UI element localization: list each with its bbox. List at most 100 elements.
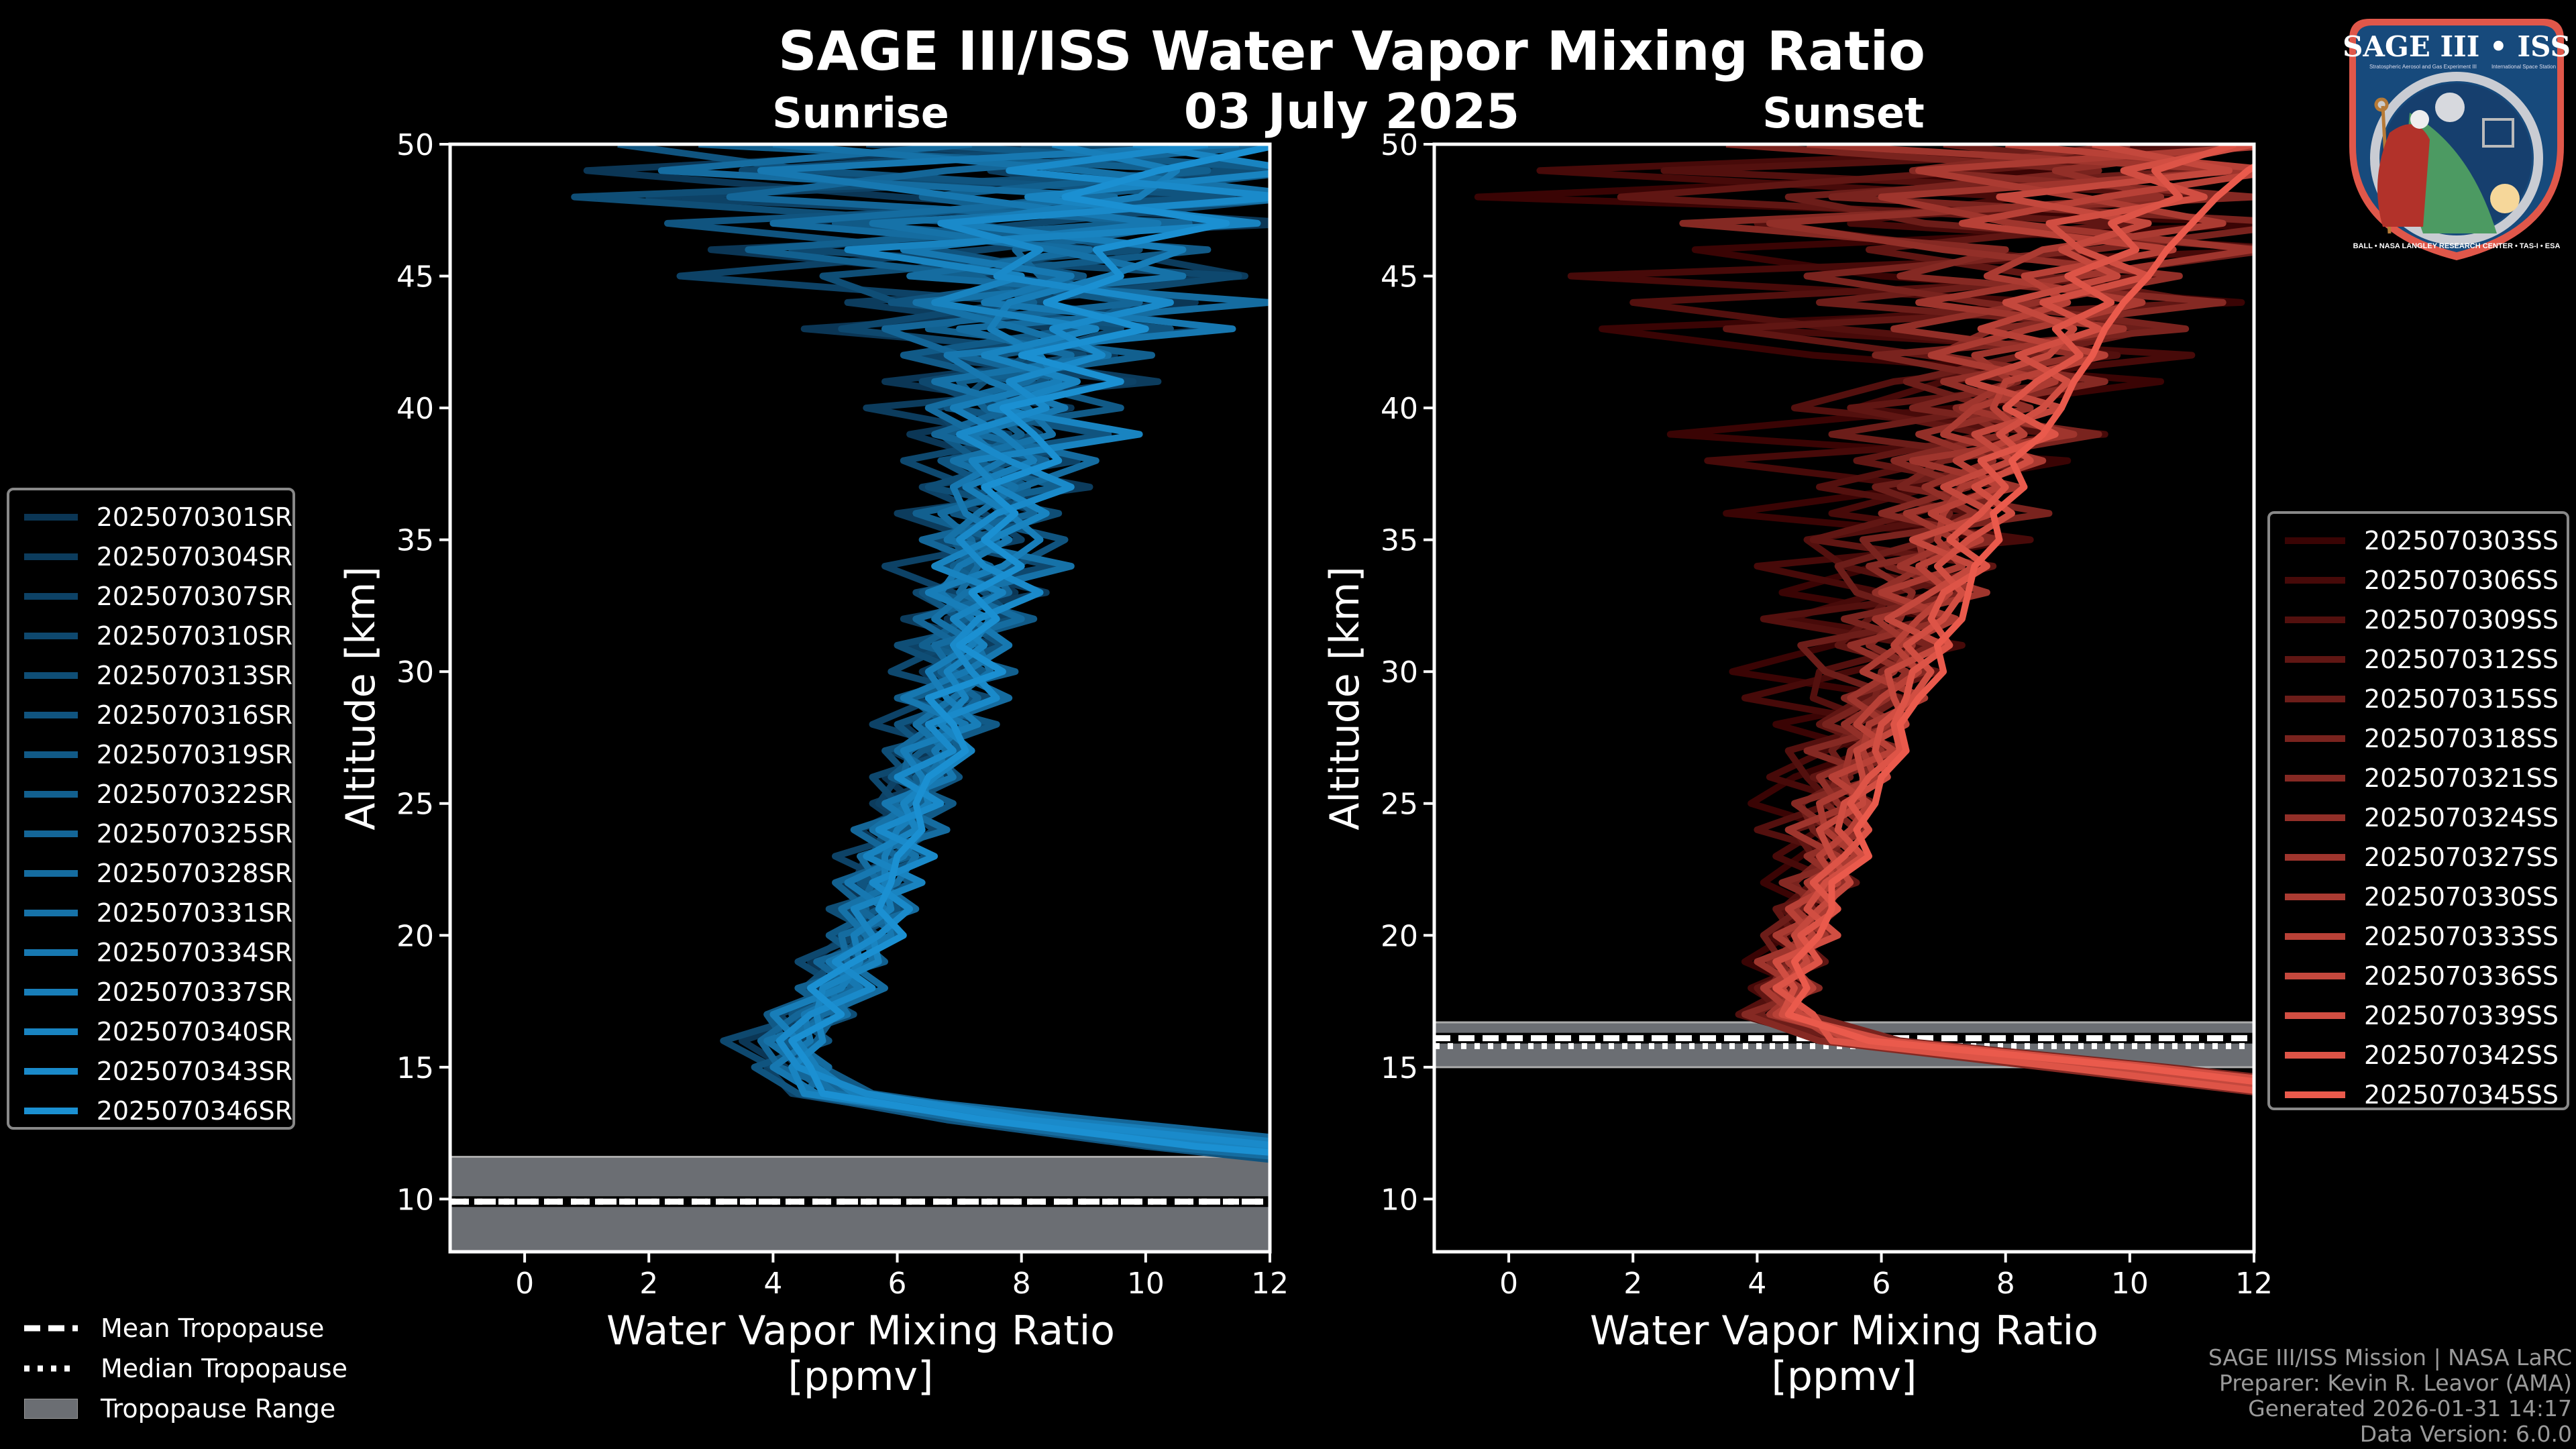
x-tick-label: 10 [1127,1267,1165,1301]
sunset-ylabel: Altitude [km] [1322,566,1368,830]
legend-item: 2025070328SR [9,853,292,893]
legend-mean-tropopause: Mean Tropopause [24,1308,347,1348]
sunset-xlabel: Water Vapor Mixing Ratio [1590,1307,2098,1354]
legend-swatch [24,513,78,521]
profile-line-2025070342SS [1772,144,2254,1094]
legend-swatch [24,592,78,600]
legend-item: 2025070309SS [2270,600,2567,639]
sunset-legend: 2025070303SS 2025070306SS 2025070309SS 2025… [2267,511,2569,1110]
legend-item: 2025070346SR [9,1091,292,1130]
y-tick-label: 25 [396,788,434,822]
profile-line-2025070346SR [788,144,1270,1156]
profile-line-2025070336SS [1778,144,2254,1091]
legend-swatch [24,949,78,956]
legend-label: 2025070334SR [96,937,292,967]
gray-patch-icon [24,1399,78,1419]
legend-label: Mean Tropopause [101,1313,325,1343]
legend-item: 2025070307SR [9,576,292,616]
legend-item: 2025070324SS [2270,798,2567,837]
legend-tropopause-range: Tropopause Range [24,1389,347,1429]
legend-label: 2025070321SS [2364,763,2559,793]
footer-credits: SAGE III/ISS Mission | NASA LaRC Prepare… [2208,1345,2572,1447]
legend-swatch [24,1067,78,1075]
legend-swatch [24,790,78,798]
legend-item: 2025070330SS [2270,877,2567,916]
sunset-subtitle: Sunset [1762,89,1925,138]
legend-item: 2025070336SS [2270,956,2567,996]
x-tick-label: 0 [1499,1267,1518,1301]
sunset-plot: 0 2 4 6 8 10 12 10 15 20 25 30 35 40 45 50 [1381,128,2273,1301]
legend-label: 2025070307SR [96,581,292,611]
legend-item: 2025070318SS [2270,718,2567,758]
legend-item: 2025070306SS [2270,560,2567,600]
x-tick-label: 4 [1748,1267,1766,1301]
x-tick-label: 12 [1251,1267,1289,1301]
legend-label: 2025070309SS [2364,604,2559,635]
legend-swatch [2285,576,2345,584]
sunrise-xlabel: Water Vapor Mixing Ratio [606,1307,1115,1354]
legend-label: 2025070327SS [2364,842,2559,872]
legend-item: 2025070327SS [2270,837,2567,877]
y-tick-label: 45 [396,260,434,294]
x-tick-label: 4 [763,1267,782,1301]
legend-item: 2025070340SR [9,1012,292,1051]
legend-swatch [2285,893,2345,900]
legend-item: 2025070315SS [2270,679,2567,718]
profile-line-2025070345SS [1784,162,2254,1085]
y-tick-label: 10 [1381,1183,1418,1217]
legend-label: 2025070345SS [2364,1079,2559,1110]
legend-median-tropopause: Median Tropopause [24,1348,347,1389]
legend-item: 2025070319SR [9,735,292,774]
legend-label: 2025070343SR [96,1056,292,1086]
legend-label: 2025070303SS [2364,525,2559,555]
sunrise-legend: 2025070301SR 2025070304SR 2025070307SR 2025… [7,488,295,1130]
legend-item: 2025070331SR [9,893,292,932]
y-tick-label: 35 [396,524,434,558]
x-tick-label: 2 [639,1267,658,1301]
legend-item: 2025070304SR [9,537,292,576]
legend-item: 2025070342SS [2270,1035,2567,1075]
x-tick-label: 8 [1996,1267,2015,1301]
y-tick-label: 10 [396,1183,434,1217]
legend-label: 2025070301SR [96,502,292,532]
y-tick-label: 45 [1381,260,1418,294]
legend-label: 2025070325SR [96,818,292,849]
legend-label: 2025070333SS [2364,921,2559,951]
legend-item: 2025070339SS [2270,996,2567,1035]
svg-text:International Space Station: International Space Station [2491,64,2556,70]
sunrise-plot: 0 2 4 6 8 10 12 10 15 20 25 30 35 40 45 50 [396,128,1289,1301]
y-tick-label: 20 [396,919,434,953]
sage-iii-iss-mission-logo: SAGE III • ISS Stratospheric Aerosol and… [2343,19,2571,260]
legend-swatch [2285,932,2345,940]
legend-label: 2025070324SS [2364,802,2559,833]
legend-label: 2025070310SR [96,621,292,651]
legend-label: 2025070342SS [2364,1040,2559,1070]
x-tick-label: 10 [2111,1267,2149,1301]
legend-swatch [2285,616,2345,623]
legend-swatch [24,632,78,639]
sunset-xlabel-unit: [ppmv] [1772,1353,1917,1400]
legend-item: 2025070325SR [9,814,292,853]
legend-item: 2025070334SR [9,932,292,972]
legend-swatch [2285,774,2345,782]
x-tick-label: 0 [515,1267,534,1301]
legend-label: 2025070313SR [96,660,292,690]
sunrise-subtitle: Sunrise [772,89,949,138]
legend-swatch [2285,537,2345,544]
legend-swatch [24,1028,78,1035]
legend-label: 2025070319SR [96,739,292,769]
legend-label: Median Tropopause [101,1354,347,1383]
legend-item: 2025070337SR [9,972,292,1012]
sunrise-xlabel-unit: [ppmv] [788,1353,934,1400]
legend-label: 2025070336SS [2364,961,2559,991]
legend-item: 2025070303SS [2270,521,2567,560]
x-tick-label: 2 [1623,1267,1642,1301]
legend-label: 2025070340SR [96,1016,292,1046]
axes-frame [448,142,1272,1254]
footer-mission: SAGE III/ISS Mission | NASA LaRC [2208,1344,2572,1371]
footer-version: Data Version: 6.0.0 [2359,1421,2572,1447]
legend-item: 2025070301SR [9,497,292,537]
y-tick-label: 30 [396,655,434,690]
y-tick-label: 50 [1381,128,1418,162]
footer-preparer: Preparer: Kevin R. Leavor (AMA) [2219,1370,2572,1396]
